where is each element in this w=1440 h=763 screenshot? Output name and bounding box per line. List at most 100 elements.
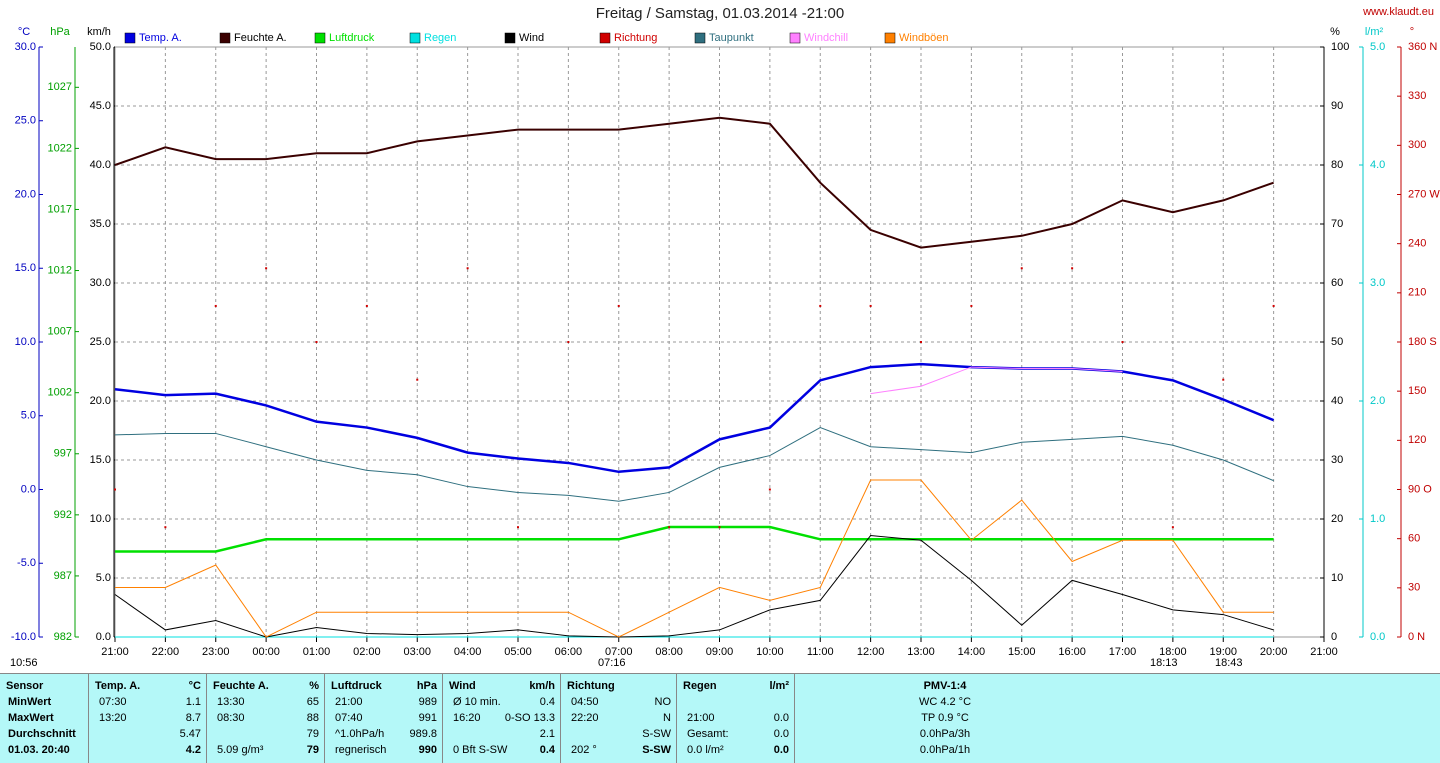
x-tick-label: 00:00 (252, 646, 280, 658)
cell-right: NO (654, 696, 672, 708)
y-tick-label: 100 (1331, 41, 1349, 53)
y-tick-label: 50 (1331, 336, 1343, 348)
legend-swatch (884, 32, 896, 44)
y-tick-label: 5.0 (1370, 41, 1385, 53)
direction-dot (1121, 341, 1124, 343)
cell-right: S-SW (642, 744, 671, 756)
legend-label: Richtung (614, 32, 657, 44)
direction-dot (819, 304, 822, 307)
cell-right: 2.1 (539, 728, 555, 740)
y-tick-label: 15.0 (15, 262, 36, 274)
column-header: Luftdruck (331, 680, 382, 692)
y-tick-label: 300 (1408, 139, 1426, 151)
cell-right: 0.0 (773, 712, 789, 724)
y-tick-label: 270 W (1408, 188, 1440, 200)
cell-left: 01.03. 20:40 (8, 744, 70, 756)
legend-swatch (789, 32, 801, 44)
axis-unit: l/m² (1365, 26, 1384, 38)
direction-dot (1020, 267, 1023, 270)
cell-right: 79 (306, 744, 319, 756)
table-column: Temp. A. °C 07:30 1.1 13:20 8.7 5.47 4.2 (88, 674, 207, 763)
column-unit: km/h (529, 680, 555, 692)
cell-right: 989 (418, 696, 437, 708)
legend-swatch (409, 32, 421, 44)
time-annotation: 18:13 (1150, 657, 1178, 669)
cell-left: 0.0hPa/3h (919, 728, 971, 740)
stats-panel: Sensor MinWert MaxWert Durchschnitt 01.03. 2… (0, 673, 1440, 763)
cell-right: 5.47 (179, 728, 201, 740)
cell-left: Durchschnitt (8, 728, 76, 740)
x-tick-label: 13:00 (907, 646, 935, 658)
x-tick-label: 01:00 (303, 646, 331, 658)
column-unit: °C (188, 680, 201, 692)
direction-dot (517, 526, 519, 529)
cell-left: 0.0hPa/1h (919, 744, 971, 756)
x-tick-label: 18:00 (1159, 646, 1187, 658)
y-tick-label: 150 (1408, 385, 1426, 397)
direction-dot (768, 488, 771, 491)
x-tick-label: 20:00 (1260, 646, 1288, 658)
cell-left: MaxWert (8, 712, 54, 724)
x-tick-label: 06:00 (555, 646, 583, 658)
direction-dot (164, 526, 167, 529)
column-header: Richtung (567, 680, 615, 692)
legend-swatch (314, 32, 326, 44)
cell-left: 22:20 (571, 712, 599, 724)
cell-left: WC 4.2 °C (918, 696, 972, 708)
table-column: Feuchte A.% 13:30 65 08:30 88 79 5.09 g/m³ 79 (206, 674, 325, 763)
legend-swatch (124, 32, 136, 44)
direction-dot (970, 304, 973, 307)
y-tick-label: 992 (54, 509, 72, 521)
table-column: Richtung 04:50 NO 22:20 N S-SW 202 ° S-SW (560, 674, 677, 763)
direction-dot (1272, 304, 1275, 307)
y-tick-label: 5.0 (96, 572, 111, 584)
y-tick-label: 10.0 (15, 336, 36, 348)
cell-left: 08:30 (217, 712, 245, 724)
axis-unit: % (1330, 26, 1340, 38)
cell-left: 0 Bft S-SW (453, 744, 508, 756)
cell-left: Gesamt: (687, 728, 729, 740)
direction-dot (365, 304, 368, 307)
column-header: Wind (449, 680, 476, 692)
direction-dot (920, 341, 922, 343)
y-tick-label: 20 (1331, 513, 1343, 525)
cell-left: Ø 10 min. (453, 696, 501, 708)
x-tick-label: 12:00 (857, 646, 885, 658)
cell-left: 0.0 l/m² (687, 744, 724, 756)
cell-right: 0.0 (773, 728, 789, 740)
column-unit: hPa (416, 680, 437, 692)
y-tick-label: 20.0 (90, 395, 111, 407)
axis-unit: hPa (50, 26, 70, 38)
y-tick-label: 50.0 (90, 41, 111, 53)
x-tick-label: 05:00 (504, 646, 532, 658)
x-tick-label: 04:00 (454, 646, 482, 658)
x-tick-label: 19:00 (1209, 646, 1237, 658)
y-tick-label: 360 N (1408, 41, 1437, 53)
x-tick-label: 10:00 (756, 646, 784, 658)
direction-dot (1071, 267, 1074, 270)
direction-dot (567, 341, 570, 343)
cell-left: 04:50 (571, 696, 599, 708)
direction-dot (214, 304, 217, 307)
y-tick-label: 982 (54, 631, 72, 643)
y-tick-label: 30.0 (15, 41, 36, 53)
y-tick-label: 210 (1408, 287, 1426, 299)
y-tick-label: 0.0 (1370, 631, 1385, 643)
legend-swatch (694, 32, 706, 44)
x-tick-label: 21:00 (101, 646, 129, 658)
y-tick-label: 0.0 (96, 631, 111, 643)
y-tick-label: 1012 (48, 264, 72, 276)
axis-unit: °C (18, 26, 30, 38)
series-line (870, 366, 1123, 395)
y-tick-label: 40 (1331, 395, 1343, 407)
series-line (114, 534, 1274, 638)
cell-right: N (663, 712, 671, 724)
direction-dot (265, 267, 268, 270)
cell-left: TP 0.9 °C (921, 712, 969, 724)
column-header: Sensor (6, 680, 44, 692)
y-tick-label: 60 (1331, 277, 1343, 289)
y-tick-label: 180 S (1408, 336, 1437, 348)
cell-right: 0.4 (539, 744, 555, 756)
axis-unit: km/h (87, 26, 111, 38)
series-line (115, 479, 1274, 638)
